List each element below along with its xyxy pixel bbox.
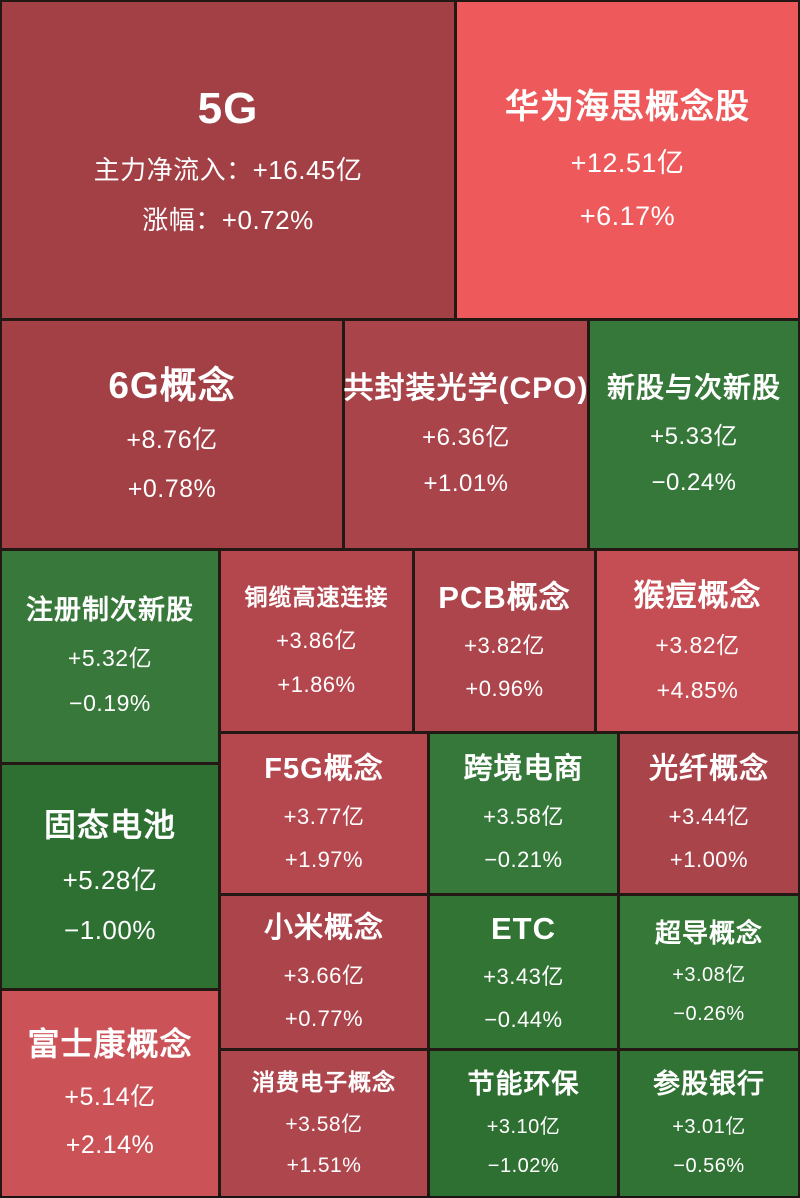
- tile-change: −0.44%: [484, 1007, 563, 1033]
- tile-inflow: +5.32亿: [67, 645, 153, 672]
- treemap-tile[interactable]: 共封装光学(CPO) +6.36亿 +1.01%: [343, 321, 589, 548]
- tile-inflow: +5.33亿: [650, 422, 738, 450]
- tile-title: F5G概念: [264, 753, 384, 786]
- tile-title: 超导概念: [654, 917, 763, 948]
- tile-inflow: +3.44亿: [668, 804, 750, 830]
- tile-change: −1.00%: [64, 915, 156, 946]
- tile-title: 新股与次新股: [606, 371, 781, 403]
- tile-title: 铜缆高速连接: [244, 584, 389, 611]
- tile-inflow: +3.77亿: [283, 804, 365, 830]
- treemap-tile[interactable]: 富士康概念 +5.14亿 +2.14%: [2, 991, 218, 1196]
- tile-inflow: 主力净流入：+16.45亿: [93, 154, 363, 185]
- tile-inflow: +5.28亿: [62, 864, 158, 895]
- tile-inflow: +3.08亿: [672, 964, 746, 987]
- tile-inflow: +3.82亿: [655, 631, 740, 658]
- tile-title: PCB概念: [438, 579, 571, 615]
- tile-inflow: +3.66亿: [283, 962, 365, 988]
- tile-title: 5G: [197, 84, 259, 134]
- treemap-tile[interactable]: 猴痘概念 +3.82亿 +4.85%: [597, 551, 798, 731]
- treemap-tile[interactable]: 6G概念 +8.76亿 +0.78%: [2, 321, 342, 548]
- treemap-tile[interactable]: 固态电池 +5.28亿 −1.00%: [2, 765, 218, 988]
- treemap-tile[interactable]: F5G概念 +3.77亿 +1.97%: [221, 734, 427, 893]
- tile-change: +1.51%: [286, 1154, 362, 1178]
- tile-title: 固态电池: [43, 807, 176, 844]
- tile-title: 共封装光学(CPO): [343, 371, 589, 405]
- tile-change: −0.56%: [673, 1155, 745, 1178]
- tile-inflow: +5.14亿: [64, 1082, 156, 1111]
- tile-title: 跨境电商: [463, 753, 584, 786]
- tile-change: −1.02%: [487, 1155, 560, 1178]
- treemap-tile[interactable]: 新股与次新股 +5.33亿 −0.24%: [590, 321, 798, 548]
- tile-title: ETC: [491, 910, 556, 946]
- treemap-tile[interactable]: 跨境电商 +3.58亿 −0.21%: [430, 734, 617, 893]
- tile-inflow: +3.82亿: [464, 632, 545, 658]
- tile-change: −0.19%: [69, 690, 151, 717]
- tile-inflow: +8.76亿: [126, 426, 218, 455]
- tile-inflow: +3.86亿: [276, 628, 357, 654]
- treemap-tile[interactable]: 光纤概念 +3.44亿 +1.00%: [620, 734, 798, 893]
- treemap-tile[interactable]: 消费电子概念 +3.58亿 +1.51%: [221, 1051, 427, 1196]
- tile-change: +0.96%: [465, 676, 544, 702]
- tile-change: +1.00%: [669, 847, 749, 873]
- tile-inflow: +3.10亿: [486, 1116, 561, 1139]
- treemap-tile[interactable]: 超导概念 +3.08亿 −0.26%: [620, 896, 798, 1048]
- tile-change: +1.86%: [277, 671, 356, 697]
- tile-change: +1.97%: [284, 847, 364, 873]
- tile-inflow: +6.36亿: [422, 423, 510, 451]
- tile-title: 猴痘概念: [633, 577, 762, 613]
- treemap-tile[interactable]: 铜缆高速连接 +3.86亿 +1.86%: [221, 551, 412, 731]
- bottom-edge-divider: [0, 1194, 800, 1198]
- tile-title: 华为海思概念股: [505, 87, 750, 126]
- tile-title: 6G概念: [108, 364, 236, 406]
- tile-change: −0.21%: [484, 847, 563, 873]
- tile-title: 消费电子概念: [252, 1068, 396, 1095]
- tile-title: 节能环保: [467, 1068, 580, 1099]
- tile-title: 注册制次新股: [26, 595, 194, 626]
- tile-change: −0.26%: [673, 1003, 745, 1026]
- tile-change: +1.01%: [423, 470, 509, 497]
- treemap-tile[interactable]: ETC +3.43亿 −0.44%: [430, 896, 617, 1048]
- treemap-tile[interactable]: 小米概念 +3.66亿 +0.77%: [221, 896, 427, 1048]
- tile-inflow: +3.58亿: [483, 804, 564, 830]
- tile-title: 参股银行: [653, 1068, 765, 1099]
- tile-change: +0.77%: [284, 1005, 364, 1031]
- tile-title: 富士康概念: [27, 1026, 193, 1063]
- tile-inflow: +3.43亿: [483, 963, 564, 989]
- treemap-tile[interactable]: 5G 主力净流入：+16.45亿 涨幅：+0.72%: [2, 2, 454, 318]
- treemap-tile[interactable]: 参股银行 +3.01亿 −0.56%: [620, 1051, 798, 1196]
- tile-change: 涨幅：+0.72%: [142, 205, 314, 236]
- tile-change: +6.17%: [579, 200, 676, 231]
- tile-title: 小米概念: [263, 911, 384, 944]
- treemap-tile[interactable]: PCB概念 +3.82亿 +0.96%: [415, 551, 594, 731]
- tile-title: 光纤概念: [648, 753, 769, 786]
- treemap-tile[interactable]: 华为海思概念股 +12.51亿 +6.17%: [457, 2, 798, 318]
- treemap-tile[interactable]: 节能环保 +3.10亿 −1.02%: [430, 1051, 617, 1196]
- tile-inflow: +3.58亿: [285, 1113, 363, 1137]
- tile-change: +4.85%: [656, 677, 739, 704]
- treemap-tile[interactable]: 注册制次新股 +5.32亿 −0.19%: [2, 551, 218, 762]
- tile-inflow: +3.01亿: [672, 1116, 746, 1139]
- tile-change: +2.14%: [65, 1131, 155, 1160]
- tile-change: +0.78%: [127, 474, 217, 503]
- tile-change: −0.24%: [651, 468, 737, 496]
- tile-inflow: +12.51亿: [570, 148, 685, 178]
